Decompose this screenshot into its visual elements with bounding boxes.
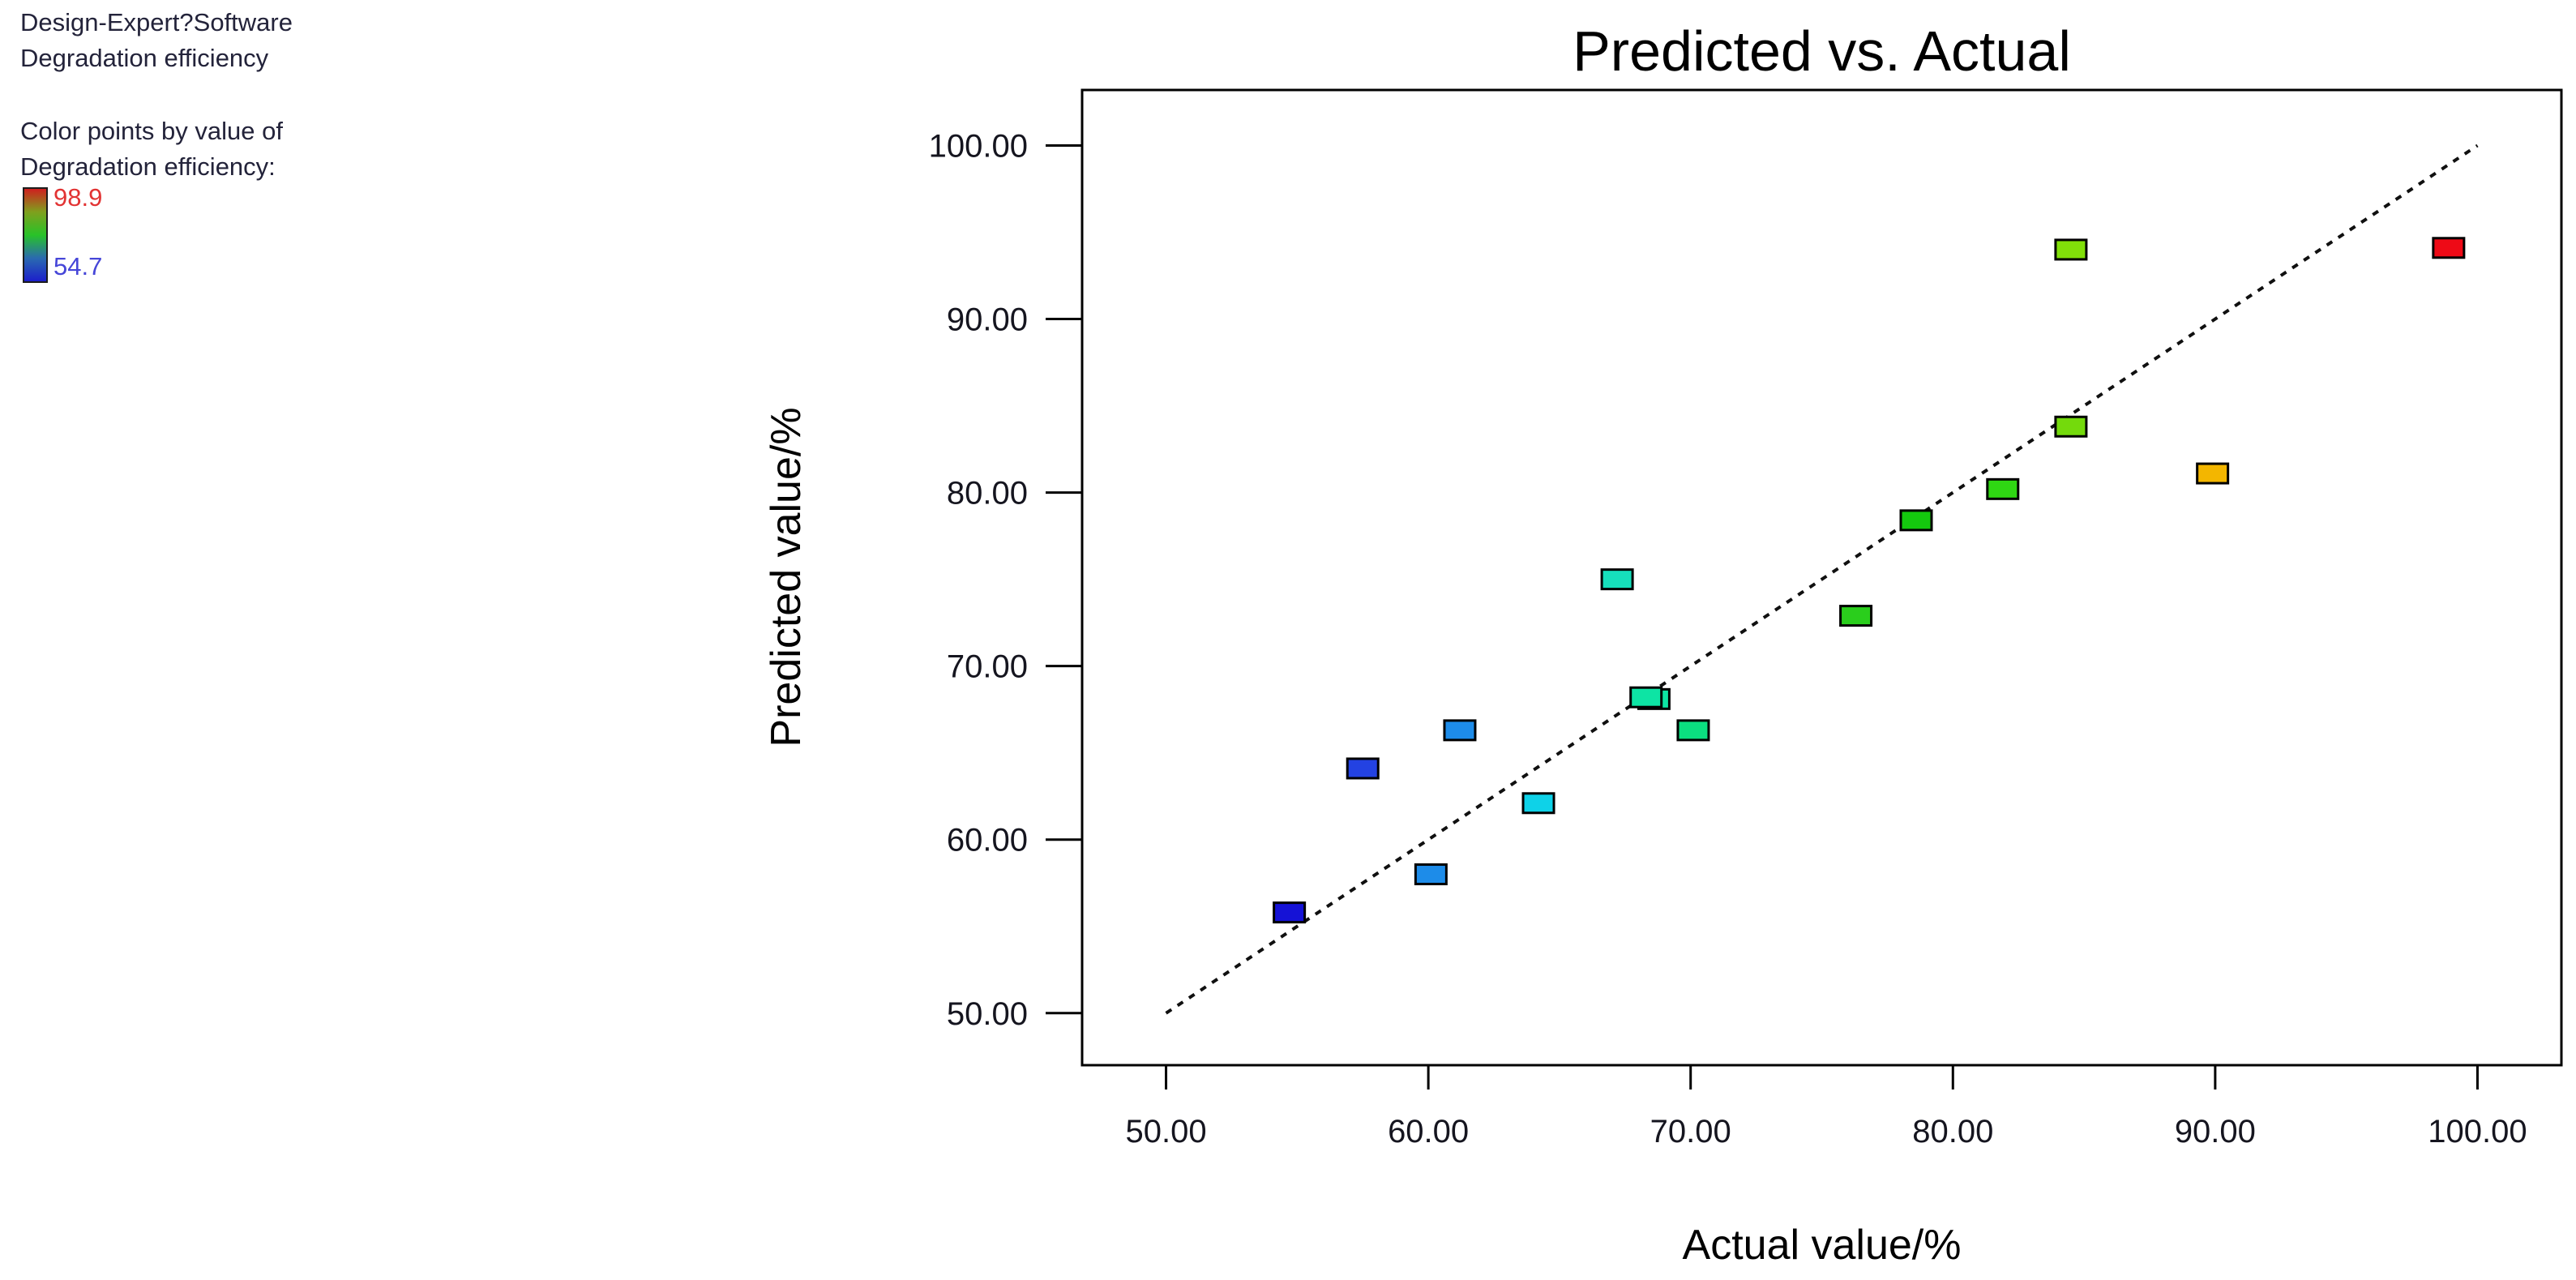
y-axis-tick-label: 80.00	[947, 476, 1028, 512]
identity-line	[1165, 143, 2479, 1015]
data-point[interactable]	[2196, 462, 2230, 485]
data-point[interactable]	[2054, 415, 2088, 438]
data-point[interactable]	[1346, 757, 1380, 780]
data-point[interactable]	[1839, 605, 1873, 627]
x-axis-label: Actual value/%	[1682, 1222, 1962, 1269]
x-axis-tick-label: 90.00	[2175, 1114, 2256, 1149]
data-point[interactable]	[1273, 901, 1307, 924]
data-point[interactable]	[1676, 719, 1710, 742]
y-axis-tick-label: 70.00	[947, 649, 1028, 685]
data-point[interactable]	[2054, 238, 2088, 261]
data-point[interactable]	[1600, 568, 1634, 591]
color-points-caption-line1: Color points by value of	[20, 117, 283, 145]
color-scale-min-value: 54.7	[53, 252, 103, 280]
x-axis-tick-label: 70.00	[1650, 1114, 1731, 1149]
data-point[interactable]	[1414, 863, 1448, 886]
data-point[interactable]	[1986, 477, 2020, 500]
x-axis-tick-label: 100.00	[2428, 1114, 2527, 1149]
data-point[interactable]	[2432, 237, 2466, 259]
plot-border	[1080, 88, 2563, 1067]
data-point[interactable]	[1521, 792, 1555, 815]
x-axis-tick-label: 60.00	[1388, 1114, 1469, 1149]
y-axis-tick-label: 90.00	[947, 302, 1028, 338]
color-points-caption-line2: Degradation efficiency:	[20, 152, 276, 181]
x-axis-tick-label: 80.00	[1912, 1114, 1993, 1149]
data-point[interactable]	[1629, 686, 1663, 708]
response-name-label: Degradation efficiency	[20, 44, 269, 72]
y-axis-tick-label: 60.00	[947, 823, 1028, 858]
y-axis-tick-label: 50.00	[947, 996, 1028, 1032]
x-axis-tick-label: 50.00	[1125, 1114, 1206, 1149]
color-scale-max-value: 98.9	[53, 183, 103, 212]
chart-title: Predicted vs. Actual	[1573, 19, 2071, 83]
software-name-label: Design-Expert?Software	[20, 8, 293, 36]
data-point[interactable]	[1443, 719, 1477, 742]
color-scale-gradient-bar	[23, 187, 48, 283]
data-point[interactable]	[1899, 509, 1933, 532]
y-axis-tick-label: 100.00	[929, 128, 1028, 164]
